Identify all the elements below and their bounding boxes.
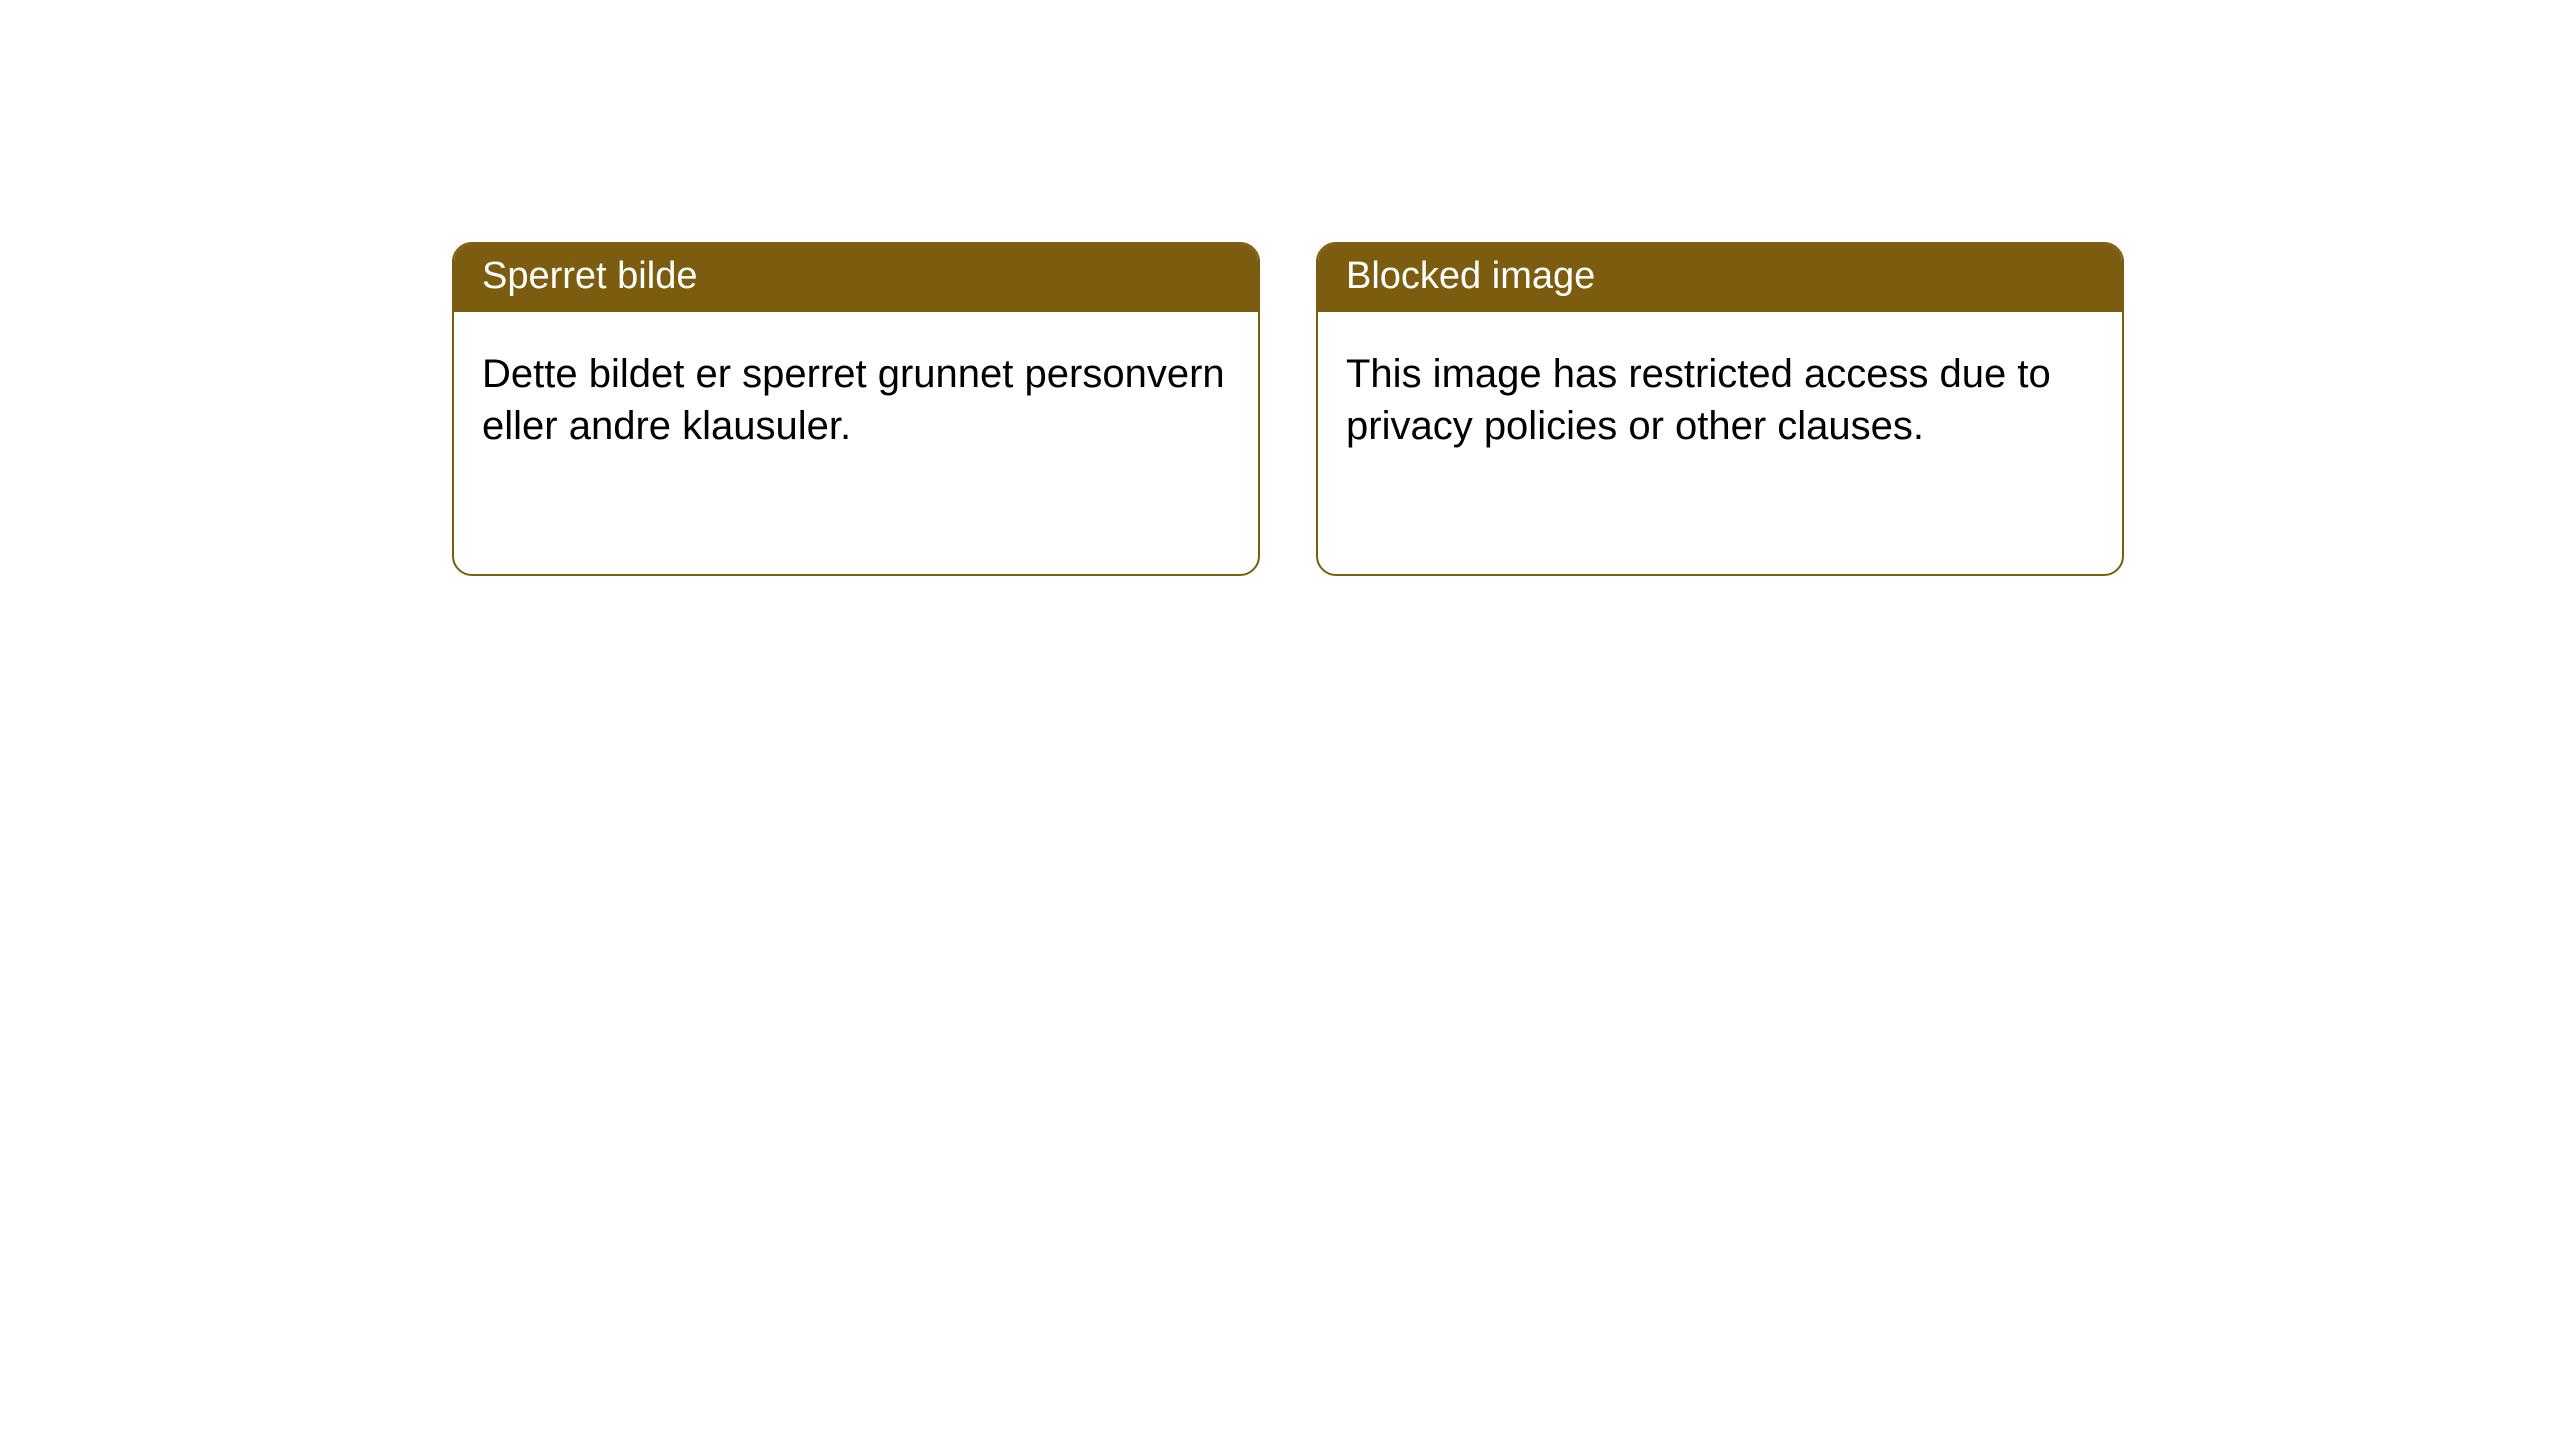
notice-card-body: This image has restricted access due to … — [1318, 312, 2122, 480]
notice-card-norwegian: Sperret bilde Dette bildet er sperret gr… — [452, 242, 1260, 576]
notice-cards-container: Sperret bilde Dette bildet er sperret gr… — [0, 0, 2560, 576]
notice-card-english: Blocked image This image has restricted … — [1316, 242, 2124, 576]
notice-card-title: Sperret bilde — [454, 244, 1258, 312]
notice-card-body: Dette bildet er sperret grunnet personve… — [454, 312, 1258, 480]
notice-card-title: Blocked image — [1318, 244, 2122, 312]
